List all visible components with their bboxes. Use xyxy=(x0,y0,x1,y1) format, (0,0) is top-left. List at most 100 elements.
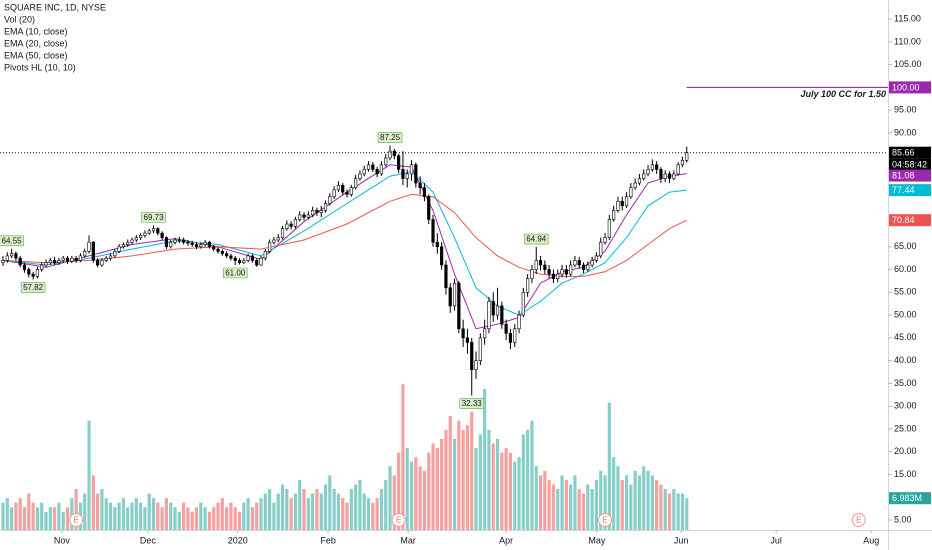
candle-body xyxy=(405,173,409,179)
pivot-label: 64.55 xyxy=(2,236,23,245)
volume-bar xyxy=(685,498,689,530)
volume-bar xyxy=(57,502,61,530)
candle-body xyxy=(470,342,474,371)
candle-body xyxy=(371,164,375,170)
candle-body xyxy=(194,244,199,248)
volume-bar xyxy=(285,489,289,530)
volume-bar xyxy=(577,489,581,530)
volume-bar xyxy=(70,498,74,530)
candle-body xyxy=(96,260,100,266)
y-tick-label: 35.00 xyxy=(894,378,917,388)
candle-body xyxy=(594,255,599,261)
volume-bar xyxy=(177,511,181,530)
volume-bar xyxy=(246,498,250,530)
y-tick-label: 15.00 xyxy=(894,469,917,479)
indicator-label: Vol (20) xyxy=(4,14,35,24)
volume-bar xyxy=(48,507,52,530)
candle-body xyxy=(61,257,65,261)
volume-bar xyxy=(212,507,216,530)
candle-body xyxy=(143,232,147,236)
volume-bar xyxy=(612,457,616,530)
volume-bar xyxy=(250,507,255,530)
candle-body xyxy=(186,241,190,244)
candle-body xyxy=(543,264,547,270)
x-tick-label: Nov xyxy=(54,535,71,545)
pivot-box xyxy=(20,282,46,293)
candle-body xyxy=(620,200,624,207)
volume-bar xyxy=(203,507,207,530)
volume-bar xyxy=(487,429,491,530)
volume-bar xyxy=(642,466,646,530)
candle-body xyxy=(164,237,169,248)
volume-bar xyxy=(483,388,487,530)
volume-bar xyxy=(220,498,224,530)
volume-bar xyxy=(405,448,409,530)
volume-bar xyxy=(663,489,667,530)
volume-bar xyxy=(418,466,422,530)
candle-body xyxy=(384,157,388,166)
volume-bar xyxy=(530,420,534,530)
candle-body xyxy=(83,251,87,257)
candle-body xyxy=(465,337,470,343)
pivot-box xyxy=(459,398,485,409)
volume-bar xyxy=(319,493,323,530)
price-badge-label: 6.983M xyxy=(892,493,922,503)
candle-body xyxy=(225,253,229,257)
candle-body xyxy=(242,260,246,264)
price-badge xyxy=(889,492,931,505)
candle-body xyxy=(685,152,689,161)
volume-bar xyxy=(229,502,233,530)
volume-bar xyxy=(306,498,310,530)
candle-body xyxy=(366,164,371,170)
volume-bar xyxy=(280,484,285,530)
candle-body xyxy=(311,210,315,216)
price-badge-label: 77.44 xyxy=(892,185,915,195)
candle-body xyxy=(659,169,663,179)
candle-body xyxy=(599,241,603,257)
volume-bar xyxy=(289,498,293,530)
candle-body xyxy=(319,210,323,213)
candle-body xyxy=(560,269,564,275)
candle-body xyxy=(444,264,448,289)
price-badge xyxy=(889,184,931,197)
earnings-marker xyxy=(69,513,84,527)
candle-body xyxy=(375,169,379,175)
price-badge-label: 85.66 xyxy=(892,148,915,158)
candle-body xyxy=(160,232,164,238)
candle-body xyxy=(220,251,224,254)
volume-bar xyxy=(581,493,586,530)
candle-body xyxy=(306,214,310,218)
volume-bar xyxy=(156,502,160,530)
candle-body xyxy=(14,253,18,259)
candle-body xyxy=(147,230,151,234)
annotation: July 100 CC for 1.50 xyxy=(800,89,886,99)
volume-bar xyxy=(151,498,156,530)
candle-body xyxy=(401,169,405,179)
earnings-label: E xyxy=(73,516,78,525)
candle-body xyxy=(379,164,384,175)
volume-bar xyxy=(341,498,345,530)
x-tick-label: 2020 xyxy=(228,535,248,545)
volume-bar xyxy=(164,498,169,530)
volume-bar xyxy=(495,438,500,530)
candle-body xyxy=(612,210,616,220)
price-badge xyxy=(889,81,931,94)
volume-bar xyxy=(422,470,427,530)
candle-body xyxy=(680,159,685,166)
volume-bar xyxy=(379,489,384,530)
candle-body xyxy=(354,178,358,188)
volume-bar xyxy=(440,438,444,530)
x-tick-label: Jul xyxy=(770,535,782,545)
candle-body xyxy=(508,332,513,343)
candle-body xyxy=(53,260,57,264)
candle-body xyxy=(100,260,104,266)
indicator-label: Pivots HL (10, 10) xyxy=(4,62,76,72)
volume-bar xyxy=(255,502,259,530)
price-badge xyxy=(889,214,931,227)
candle-body xyxy=(440,246,444,266)
y-tick-label: 95.00 xyxy=(894,105,917,115)
candle-body xyxy=(121,244,126,248)
y-tick-label: 5.00 xyxy=(894,514,912,524)
volume-bar xyxy=(237,511,242,530)
candle-body xyxy=(173,239,177,243)
